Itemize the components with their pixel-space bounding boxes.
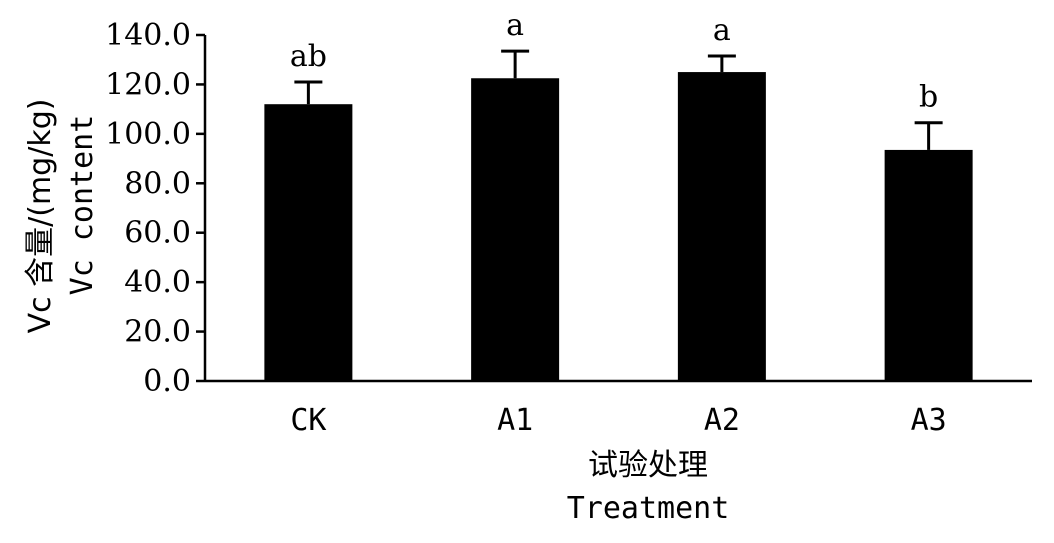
y-tick-label: 20.0 — [124, 315, 191, 350]
significance-label-ck: ab — [290, 39, 327, 74]
x-axis-label-en: Treatment — [567, 491, 730, 526]
y-axis: 0.0 20.0 40.0 60.0 80.0 100.0 120.0 140.0 — [105, 18, 207, 399]
bars-group — [264, 72, 973, 382]
x-tick-label-a3: A3 — [911, 403, 947, 438]
y-tick-label: 100.0 — [105, 117, 191, 152]
bar-a2 — [677, 72, 766, 382]
y-tick-label: 120.0 — [105, 67, 191, 102]
x-tick-label-a1: A1 — [497, 403, 533, 438]
bar-a3 — [884, 149, 973, 381]
significance-label-a3: b — [919, 80, 938, 115]
error-bars-group — [294, 49, 943, 150]
y-tick-label: 0.0 — [143, 364, 191, 399]
x-tick-label-ck: CK — [290, 403, 326, 438]
bar-ck — [264, 104, 353, 381]
significance-labels-group: aba ab — [290, 8, 938, 115]
significance-label-a2: a — [713, 13, 731, 48]
y-axis-label-en: Vc content — [65, 115, 100, 296]
y-tick-label: 80.0 — [124, 166, 191, 201]
x-tick-label-a2: A2 — [704, 403, 740, 438]
x-axis: CK A1 A2 A3 — [205, 379, 1032, 438]
x-axis-label-cn: 试验处理 — [588, 448, 708, 483]
y-axis-label-cn: Vc 含量/(mg/kg) — [23, 99, 58, 334]
bar-a1 — [471, 78, 560, 381]
y-tick-label: 60.0 — [124, 216, 191, 251]
significance-label-a1: a — [506, 8, 524, 43]
y-tick-label: 140.0 — [105, 18, 191, 53]
y-tick-label: 40.0 — [124, 265, 191, 300]
